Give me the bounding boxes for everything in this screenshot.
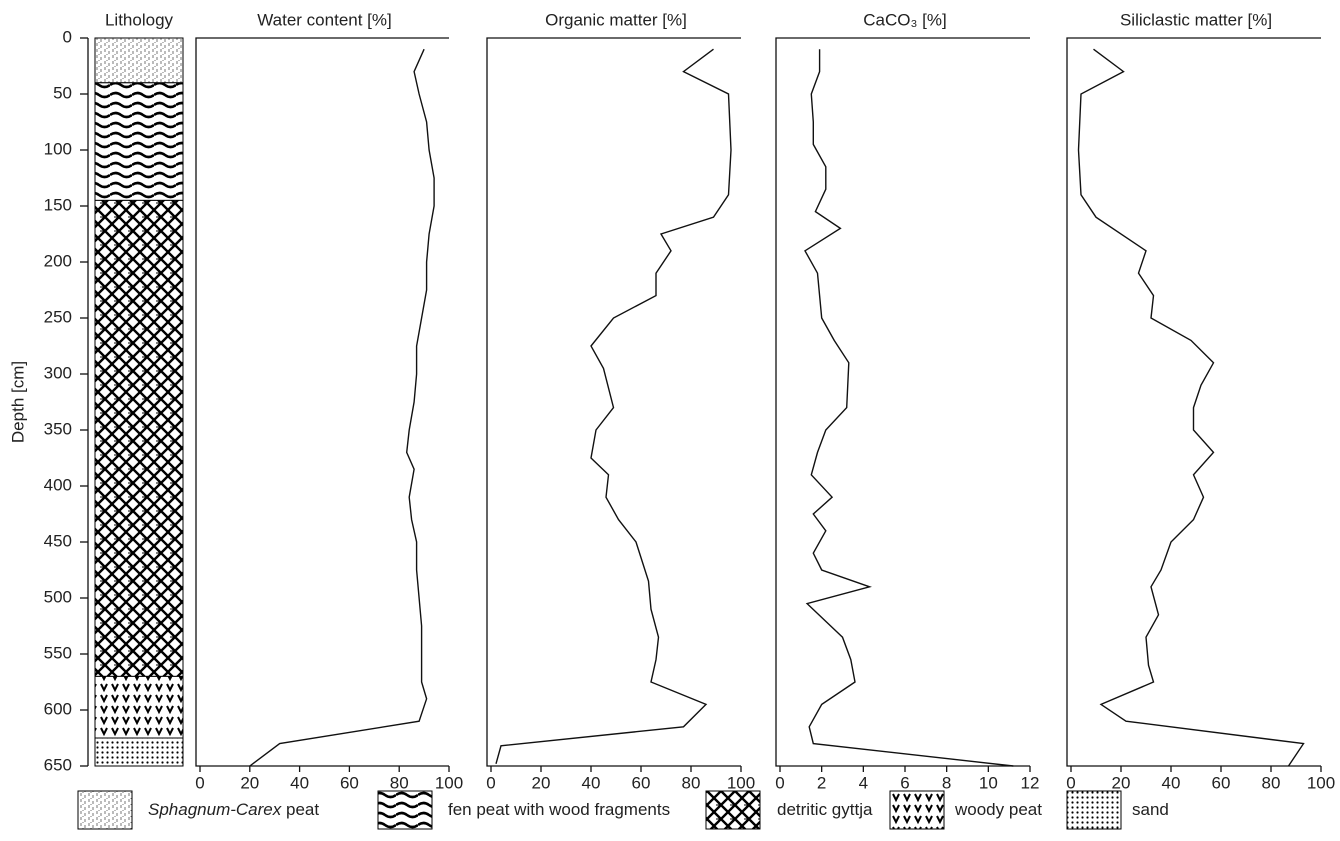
- x-tick-label: 0: [195, 773, 204, 792]
- x-tick-label: 2: [817, 773, 826, 792]
- x-tick-label: 100: [727, 773, 755, 792]
- panel-frame: [195, 37, 449, 767]
- legend-label: woody peat: [954, 800, 1042, 819]
- y-tick-label: 0: [63, 27, 72, 46]
- y-tick-label: 500: [44, 587, 72, 606]
- x-tick-label: 0: [775, 773, 784, 792]
- legend-swatch: [1066, 790, 1122, 830]
- panel-frame: [486, 37, 741, 767]
- x-tick-label: 100: [435, 773, 463, 792]
- panel-title: CaCO₃ [%]: [863, 10, 946, 29]
- x-tick-label: 12: [1021, 773, 1040, 792]
- data-line: [804, 49, 1014, 767]
- x-tick-label: 60: [1212, 773, 1231, 792]
- x-tick-label: 0: [486, 773, 495, 792]
- y-tick-label: 350: [44, 419, 72, 438]
- legend-name: woody peat: [954, 800, 1042, 819]
- lithology-layer: [94, 199, 184, 677]
- y-tick-label: 600: [44, 699, 72, 718]
- y-tick-label: 250: [44, 307, 72, 326]
- x-tick-label: 40: [290, 773, 309, 792]
- lithology-layer: [94, 737, 184, 767]
- legend-label: fen peat with wood fragments: [448, 800, 670, 819]
- y-tick-label: 200: [44, 251, 72, 270]
- data-line: [1077, 48, 1305, 767]
- x-tick-label: 60: [340, 773, 359, 792]
- x-tick-label: 20: [1112, 773, 1131, 792]
- x-tick-label: 8: [942, 773, 951, 792]
- x-tick-label: 80: [682, 773, 701, 792]
- panel-title: Lithology: [105, 10, 174, 29]
- lithology-layer: [94, 37, 184, 84]
- legend-swatch: [705, 790, 761, 830]
- legend-label: detritic gyttja: [777, 800, 873, 819]
- data-line: [495, 48, 732, 764]
- x-tick-label: 40: [582, 773, 601, 792]
- x-tick-label: 0: [1066, 773, 1075, 792]
- y-tick-label: 50: [53, 83, 72, 102]
- x-tick-label: 20: [532, 773, 551, 792]
- panel-title: Organic matter [%]: [545, 10, 687, 29]
- x-tick-label: 100: [1307, 773, 1335, 792]
- x-tick-label: 60: [632, 773, 651, 792]
- panel-frame: [1066, 37, 1321, 767]
- legend-name: fen peat with wood fragments: [448, 800, 670, 819]
- panel-frame: [775, 37, 1030, 767]
- x-tick-label: 10: [979, 773, 998, 792]
- legend-swatch: [77, 790, 133, 830]
- y-tick-label: 100: [44, 139, 72, 158]
- legend-name: detritic gyttja: [777, 800, 873, 819]
- legend-label: Sphagnum-Carex peat: [148, 800, 319, 819]
- x-tick-label: 80: [390, 773, 409, 792]
- panel-title: Water content [%]: [257, 10, 391, 29]
- x-tick-label: 20: [240, 773, 259, 792]
- y-tick-label: 550: [44, 643, 72, 662]
- y-tick-label: 400: [44, 475, 72, 494]
- x-tick-label: 80: [1262, 773, 1281, 792]
- panel-title: Siliclastic matter [%]: [1120, 10, 1272, 29]
- data-line: [249, 48, 435, 767]
- legend-swatch: [377, 790, 433, 830]
- legend-name: sand: [1132, 800, 1169, 819]
- legend-label: sand: [1132, 800, 1169, 819]
- lithology-layer: [94, 675, 184, 739]
- x-tick-label: 6: [900, 773, 909, 792]
- x-tick-label: 40: [1162, 773, 1181, 792]
- lithology-layer: [94, 82, 184, 201]
- x-tick-label: 4: [859, 773, 868, 792]
- y-tick-label: 650: [44, 755, 72, 774]
- y-tick-label: 150: [44, 195, 72, 214]
- legend-swatch: [889, 790, 945, 830]
- y-axis-label: Depth [cm]: [8, 361, 27, 443]
- legend-taxon: Sphagnum-Carex: [148, 800, 282, 819]
- legend-name: peat: [286, 800, 319, 819]
- y-tick-label: 300: [44, 363, 72, 382]
- y-tick-label: 450: [44, 531, 72, 550]
